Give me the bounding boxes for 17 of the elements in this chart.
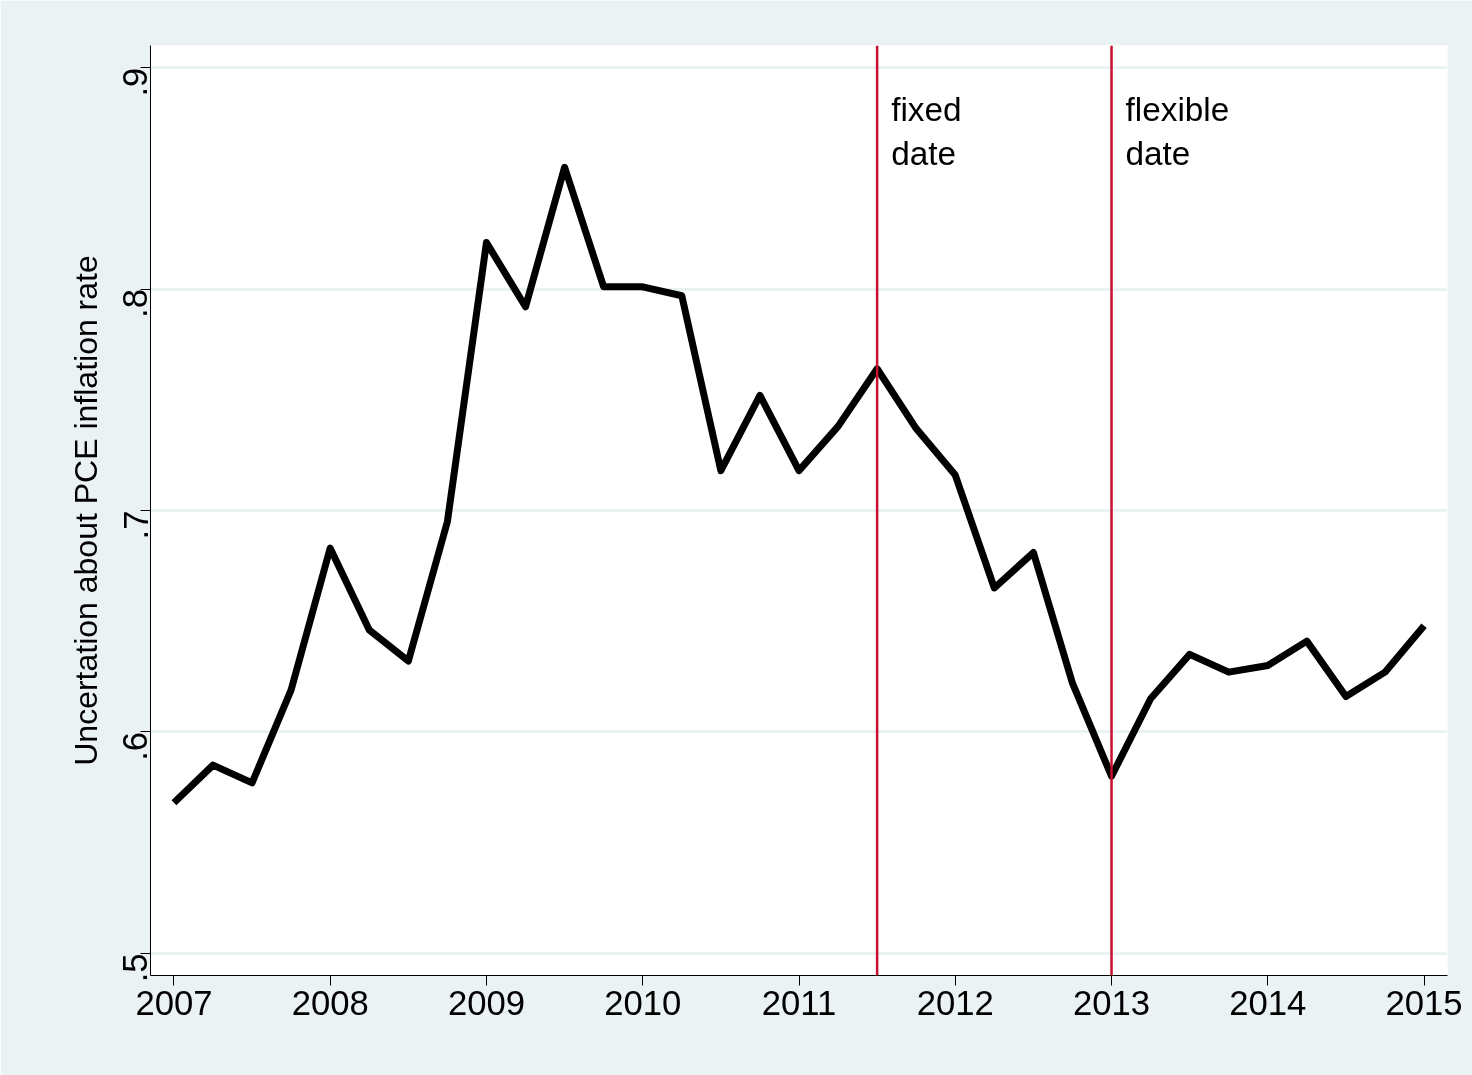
x-tick-label: 2012	[916, 983, 994, 1022]
y-tick-label: .6	[116, 731, 155, 761]
x-tick-label: 2009	[447, 983, 526, 1022]
y-tick-label: .7	[116, 510, 155, 540]
y-tick-label: .8	[116, 289, 155, 318]
x-tick-label: 2013	[1072, 983, 1151, 1022]
x-tick-label: 2011	[761, 983, 837, 1022]
ref-line-label: fixed date	[891, 90, 962, 172]
x-tick-label: 2014	[1229, 983, 1307, 1022]
y-tick-label: .9	[116, 67, 155, 97]
x-tick-label: 2008	[291, 983, 369, 1022]
y-tick-label: .5	[116, 953, 155, 983]
x-tick-label: 2015	[1385, 983, 1463, 1022]
x-tick-label: 2010	[604, 983, 682, 1022]
ref-line-label: flexible date	[1125, 90, 1230, 172]
y-axis-title: Uncertation about PCE inflation rate	[67, 255, 104, 766]
x-tick-label: 2007	[135, 983, 213, 1022]
